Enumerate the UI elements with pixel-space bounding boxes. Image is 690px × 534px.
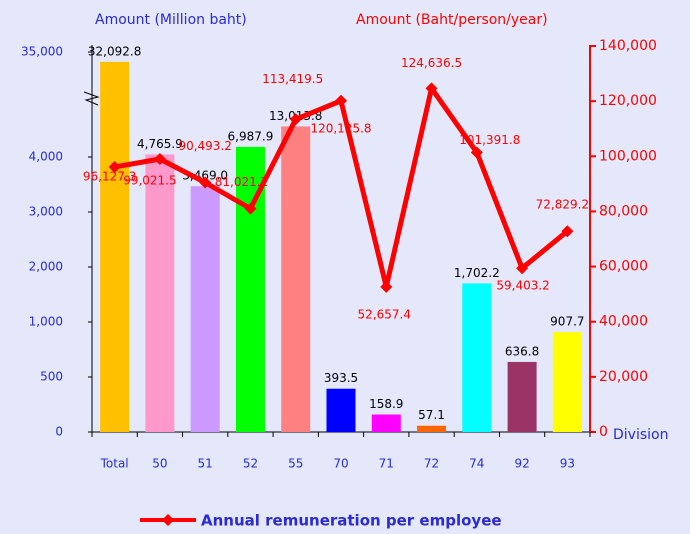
bar-label: 4,765.9 [137,137,183,151]
axis-break [83,91,100,106]
y-axis-title: Amount (Million baht) [95,12,247,28]
line-label: 81,021.2 [215,175,268,189]
y2-tick-label: 80,000 [599,203,648,219]
y-tick-label: 3,000 [29,205,63,219]
x-tick-label: 72 [424,457,439,471]
y-tick-label: 1,000 [29,315,63,329]
line-label: 99,021.5 [123,173,176,187]
line-marker [425,82,438,95]
x-tick-label: 93 [560,457,575,471]
bar [462,283,492,432]
line-label: 113,419.5 [262,72,323,86]
x-tick-label: 50 [152,457,167,471]
bar [145,154,175,432]
y-tick-label: 4,000 [29,150,63,164]
line-label: 120,125.8 [310,121,371,135]
bar [326,388,356,432]
y2-tick-label: 140,000 [599,38,657,54]
y2-tick-label: 100,000 [599,148,657,164]
line-marker [244,202,257,215]
bar-label: 636.8 [505,344,539,358]
y-tick-label: 0 [55,425,63,439]
bar [417,425,447,432]
bar-label: 393.5 [324,371,358,385]
y2-tick-label: 0 [599,424,608,440]
x-tick-label: 70 [333,457,348,471]
bar-label: 158.9 [369,397,403,411]
legend-marker [162,514,174,526]
bar-label: 6,987.9 [228,129,274,143]
bar-label: 907.7 [550,315,584,329]
line-marker [289,113,302,126]
bar [371,414,401,432]
line-marker [335,94,347,107]
line-marker [108,160,121,173]
bar [100,61,130,432]
line-marker [199,176,212,189]
bar [281,126,311,432]
bar-label: 32,092.8 [88,44,141,58]
y2-axis-title: Amount (Baht/person/year) [356,12,548,28]
line-marker [380,280,393,293]
legend-label: Annual remuneration per employee [201,512,502,530]
y2-tick-label: 40,000 [599,314,648,330]
line-label: 90,493.2 [178,139,231,153]
x-tick-label: 74 [469,457,484,471]
line-marker [153,152,166,165]
y2-tick-label: 60,000 [599,259,648,275]
y-tick-label: 35,000 [21,45,63,59]
x-tick-label: 51 [198,457,213,471]
x-tick-label: 52 [243,457,258,471]
y2-tick-label: 20,000 [599,369,648,385]
x-tick-label: Total [100,457,129,471]
line-label: 52,657.4 [358,307,411,321]
y2-tick-label: 120,000 [599,93,657,109]
line-marker [516,262,529,275]
line-label: 72,829.2 [536,198,589,212]
bar-label: 1,702.2 [454,266,500,280]
line-label: 59,403.2 [496,279,549,293]
y-tick-label: 2,000 [29,260,63,274]
line-label: 96,127.3 [83,169,136,183]
line-label: 101,391.8 [459,133,520,147]
line-marker [470,146,483,159]
line-label: 124,636.5 [401,56,462,70]
bar-label: 57.1 [418,408,445,422]
x-tick-label: 55 [288,457,303,471]
bar [552,332,582,432]
y-tick-label: 500 [40,370,63,384]
bar [190,186,220,432]
x-tick-label: 71 [379,457,394,471]
bar [507,361,537,432]
x-tick-label: 92 [514,457,529,471]
line-marker [561,225,574,238]
x-axis-title: Division [613,427,668,443]
